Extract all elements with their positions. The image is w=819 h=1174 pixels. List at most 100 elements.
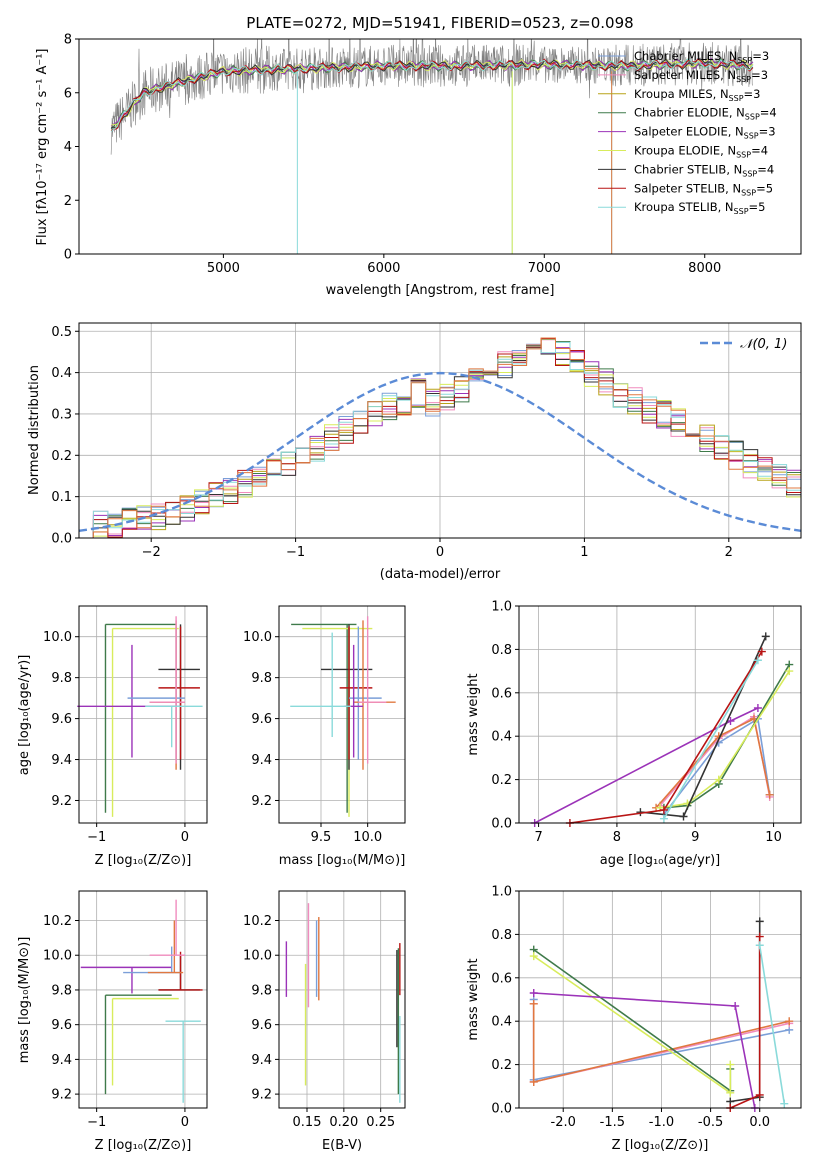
z_mass-ylabel: mass [log₁₀(M/M⊙)] [17, 937, 32, 1064]
y-tick-label: 10.0 [43, 630, 72, 645]
x-tick-label: 8000 [688, 261, 721, 276]
y-tick-label: 0.4 [51, 366, 72, 381]
y-tick-label: 1.0 [491, 885, 512, 900]
legend-label: Kroupa MILES, NSSP=3 [634, 87, 760, 103]
weight-line [663, 659, 759, 820]
weight-marker [679, 812, 688, 821]
ebv_mass-grid [279, 891, 405, 1108]
ebv_mass-panel: 0.15 0.20 0.25 9.2 9.4 9.6 9.8 10.0 10.2 E(B-V) [243, 890, 406, 1153]
y-tick-label: 0.6 [491, 686, 512, 701]
y-tick-label: 10.2 [43, 914, 72, 929]
y-tick-label: 9.8 [51, 671, 72, 686]
x-tick-label: 9.5 [311, 830, 332, 845]
y-tick-label: 6 [64, 86, 72, 101]
weight-marker [659, 805, 668, 814]
weight-marker [755, 932, 764, 941]
z_weight-frame [518, 890, 802, 1109]
z_age-panel: −1 0 9.2 9.4 9.6 9.8 10.0 Z [log₁₀(Z/Z⊙)] age [l… [17, 605, 208, 868]
age_weight-ylabel: mass weight [466, 673, 481, 755]
x-tick-label: 10.0 [353, 830, 382, 845]
legend-label: Salpeter MILES, NSSP=3 [634, 68, 768, 84]
weight-marker [731, 1002, 740, 1011]
y-tick-label: 9.4 [51, 753, 72, 768]
y-tick-label: 9.4 [51, 1053, 72, 1068]
y-tick-label: 9.2 [51, 794, 72, 809]
x-tick-label: -2.0 [551, 1115, 576, 1130]
y-tick-label: 0.6 [491, 971, 512, 986]
z_mass-marks [80, 899, 203, 1103]
mass_age-grid [279, 606, 405, 823]
x-tick-label: 9 [691, 830, 699, 845]
legend-label: Salpeter STELIB, NSSP=5 [634, 181, 773, 197]
y-tick-label: 0.2 [491, 1058, 512, 1073]
weight-marker [755, 1090, 764, 1099]
mass_age-panel: 9.5 10.0 9.2 9.4 9.6 9.8 10.0 mass [log₁₀(M/M⊙)… [243, 605, 406, 868]
x-tick-label: 8 [613, 830, 621, 845]
weight-line [730, 921, 761, 1103]
z_age-ylabel: age [log₁₀(age/yr)] [17, 655, 32, 776]
x-tick-label: −1 [87, 830, 106, 845]
weight-line [758, 945, 786, 1104]
ebv_mass-frame [278, 890, 406, 1109]
y-tick-label: 0.0 [491, 1102, 512, 1117]
residuals-marks [79, 337, 801, 538]
weight-line [659, 670, 790, 809]
z_weight-marks [529, 917, 794, 1112]
z_mass-panel: −1 0 9.2 9.4 9.6 9.8 10.0 10.2 Z [log₁₀(Z/Z⊙)] ma… [17, 890, 208, 1153]
x-tick-label: 10 [765, 830, 782, 845]
x-tick-label: 5000 [207, 261, 240, 276]
mass_age-marks [290, 616, 396, 817]
legend-label: Chabrier ELODIE, NSSP=4 [634, 106, 777, 122]
weight-marker [726, 1060, 735, 1069]
y-tick-label: 9.2 [251, 1088, 272, 1103]
age_weight-marks [530, 632, 794, 827]
weight-marker [785, 667, 794, 676]
weight-marker [529, 952, 538, 961]
x-tick-label: -0.5 [698, 1115, 723, 1130]
legend-label: Kroupa STELIB, NSSP=5 [634, 200, 765, 216]
ebv_mass-xlabel: E(B-V) [322, 1138, 362, 1153]
weight-marker [761, 632, 770, 641]
legend-label: Salpeter ELODIE, NSSP=3 [634, 125, 776, 141]
x-tick-label: 2 [725, 545, 733, 560]
x-tick-label: -1.5 [600, 1115, 625, 1130]
y-tick-label: 0.3 [51, 407, 72, 422]
y-tick-label: 9.6 [51, 712, 72, 727]
residuals-panel: −2 −1 0 1 2 0.0 0.1 0.2 0.3 0.4 0.5 𝒩(0, 1) (data-mo… [27, 322, 802, 582]
x-tick-label: 0 [181, 1115, 189, 1130]
x-tick-label: 0.0 [749, 1115, 770, 1130]
x-tick-label: −1 [286, 545, 305, 560]
z_weight-panel: -2.0 -1.5 -1.0 -0.5 0.0 0.0 0.2 0.4 0.6 0.8 1.0 Z [… [466, 885, 802, 1153]
weight-marker [757, 647, 766, 656]
weight-marker [755, 917, 764, 926]
y-tick-label: 9.4 [251, 1053, 272, 1068]
y-tick-label: 0.2 [491, 773, 512, 788]
y-tick-label: 10.2 [243, 914, 272, 929]
y-tick-label: 9.6 [251, 1018, 272, 1033]
y-tick-label: 10.0 [243, 949, 272, 964]
weight-marker [714, 775, 723, 784]
hist-legend-label: 𝒩(0, 1) [740, 337, 787, 352]
spectrum-marks [110, 39, 754, 254]
y-tick-label: 2 [64, 194, 72, 209]
y-tick-label: 1.0 [491, 600, 512, 615]
y-tick-label: 0.2 [51, 449, 72, 464]
x-tick-label: −2 [142, 545, 161, 560]
residuals-grid [79, 323, 801, 539]
weight-marker [780, 1099, 789, 1108]
y-tick-label: 10.0 [43, 949, 72, 964]
x-tick-label: 0 [436, 545, 444, 560]
hist-xlabel: (data-model)/error [380, 567, 501, 582]
y-tick-label: 0.0 [51, 532, 72, 547]
y-tick-label: 8 [64, 33, 72, 48]
weight-marker [529, 999, 538, 1008]
x-tick-label: −1 [87, 1115, 106, 1130]
z_mass-xlabel: Z [log₁₀(Z/Z⊙)] [95, 1138, 192, 1153]
spectrum-model-line [110, 57, 754, 132]
legend-label: Chabrier STELIB, NSSP=4 [634, 162, 774, 178]
spectrum-legend: Chabrier MILES, NSSP=3 Salpeter MILES, NS… [598, 49, 777, 216]
y-tick-label: 9.8 [51, 983, 72, 998]
x-tick-label: 7000 [528, 261, 561, 276]
y-tick-label: 9.4 [251, 753, 272, 768]
weight-marker [529, 1077, 538, 1086]
